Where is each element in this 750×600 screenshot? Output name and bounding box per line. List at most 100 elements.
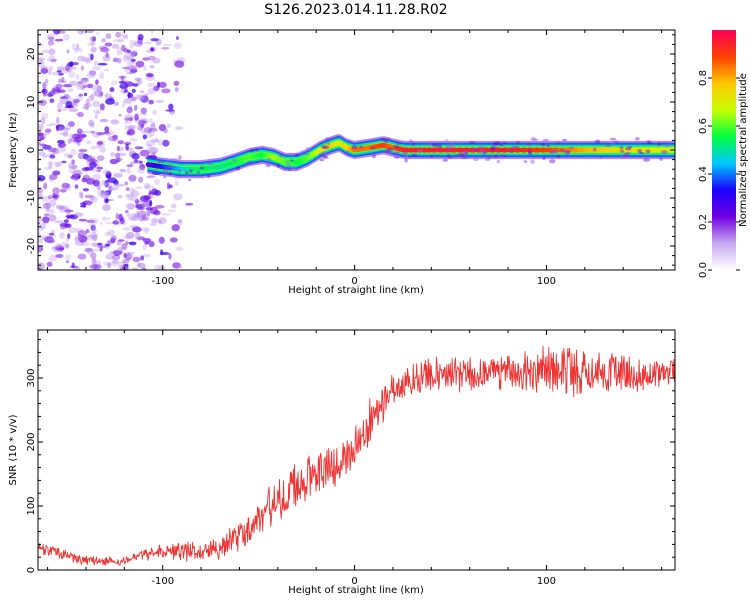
noise-speckle: [105, 198, 109, 204]
ridge-halo: [634, 137, 640, 141]
noise-speckle: [151, 218, 159, 224]
noise-speckle: [111, 43, 120, 49]
noise-speckle: [131, 267, 139, 270]
noise-speckle: [96, 189, 107, 197]
noise-speckle: [56, 242, 61, 249]
ridge-halo: [550, 150, 558, 153]
noise-speckle: [112, 184, 119, 191]
noise-speckle: [95, 143, 102, 149]
noise-speckle: [67, 88, 74, 92]
noise-speckle: [96, 184, 101, 191]
signal-ridge: [145, 134, 675, 182]
noise-speckle: [102, 169, 111, 175]
ridge-halo: [369, 146, 376, 150]
noise-speckle: [62, 33, 70, 41]
snr-plot-area: [38, 345, 675, 566]
noise-speckle: [66, 49, 70, 54]
noise-speckle: [103, 131, 110, 135]
ridge-halo: [371, 154, 377, 159]
noise-speckle: [162, 139, 170, 147]
noise-speckle: [132, 256, 141, 263]
noise-speckle: [146, 175, 152, 179]
ridge-halo: [306, 146, 310, 151]
noise-speckle: [110, 235, 117, 241]
ridge-halo: [482, 150, 487, 155]
noise-speckle: [96, 85, 103, 92]
noise-speckle: [83, 153, 89, 160]
noise-speckle: [130, 196, 139, 202]
noise-speckle: [104, 243, 110, 247]
noise-speckle: [137, 33, 144, 41]
noise-speckle: [59, 205, 69, 211]
ridge-halo: [386, 150, 392, 154]
noise-speckle: [174, 87, 179, 92]
noise-speckle: [135, 231, 141, 239]
ridge-halo: [561, 149, 569, 153]
ridge-halo: [528, 151, 532, 156]
noise-speckle: [76, 128, 83, 135]
noise-speckle: [117, 246, 123, 254]
noise-speckle: [123, 52, 134, 60]
colorbar-tick-label: 0.4: [698, 166, 709, 182]
noise-speckle: [148, 118, 153, 124]
noise-speckle: [158, 266, 166, 270]
noise-speckle: [104, 42, 113, 47]
noise-speckle: [38, 99, 47, 106]
noise-speckle: [64, 127, 68, 135]
noise-speckle: [174, 42, 182, 49]
noise-speckle: [90, 53, 94, 61]
noise-speckle: [84, 194, 94, 199]
noise-speckle: [154, 264, 163, 270]
noise-speckle: [130, 65, 138, 71]
ridge-halo: [187, 178, 192, 182]
ridge-halo: [319, 153, 325, 156]
noise-speckle: [54, 246, 61, 251]
noise-speckle: [130, 215, 140, 222]
noise-speckle: [130, 96, 137, 102]
noise-speckle: [131, 88, 136, 93]
ridge-halo: [643, 158, 651, 162]
ridge-halo: [196, 171, 201, 174]
noise-speckle: [49, 98, 55, 103]
noise-speckle: [152, 58, 161, 64]
noise-speckle: [79, 78, 88, 86]
noise-speckle: [86, 178, 96, 185]
ridge-halo: [395, 142, 403, 145]
noise-speckle: [105, 98, 115, 105]
noise-speckle: [122, 55, 130, 63]
noise-speckle: [126, 164, 133, 168]
ridge-halo: [351, 145, 358, 150]
ridge-halo: [604, 144, 612, 147]
noise-speckle: [96, 155, 105, 162]
noise-speckle: [124, 88, 128, 92]
noise-speckle: [42, 216, 50, 224]
noise-speckle: [125, 143, 129, 151]
noise-speckle: [129, 39, 137, 47]
noise-speckle: [81, 177, 87, 183]
noise-speckle: [99, 182, 107, 186]
ridge-halo: [609, 137, 617, 141]
noise-speckle: [45, 78, 49, 84]
noise-speckle: [112, 220, 123, 225]
noise-speckle: [48, 254, 57, 262]
noise-speckle: [59, 232, 65, 239]
noise-speckle: [46, 238, 56, 244]
noise-speckle: [86, 248, 94, 255]
noise-speckle: [56, 146, 67, 153]
noise-speckle: [97, 245, 108, 249]
snr-x-axis-label: Height of straight line (km): [288, 585, 424, 596]
noise-speckle: [39, 222, 47, 230]
noise-speckle: [146, 143, 152, 147]
noise-speckle: [125, 210, 129, 213]
noise-speckle: [72, 169, 83, 176]
ridge-halo: [157, 160, 165, 164]
noise-speckle: [92, 100, 101, 108]
ridge-halo: [473, 148, 479, 152]
spectrogram-plot-area: [38, 30, 675, 270]
noise-speckle: [55, 254, 64, 258]
noise-speckle: [118, 75, 127, 79]
noise-speckle: [104, 180, 110, 188]
ridge-halo: [393, 145, 400, 149]
ridge-halo: [479, 149, 487, 154]
noise-speckle: [149, 139, 160, 143]
